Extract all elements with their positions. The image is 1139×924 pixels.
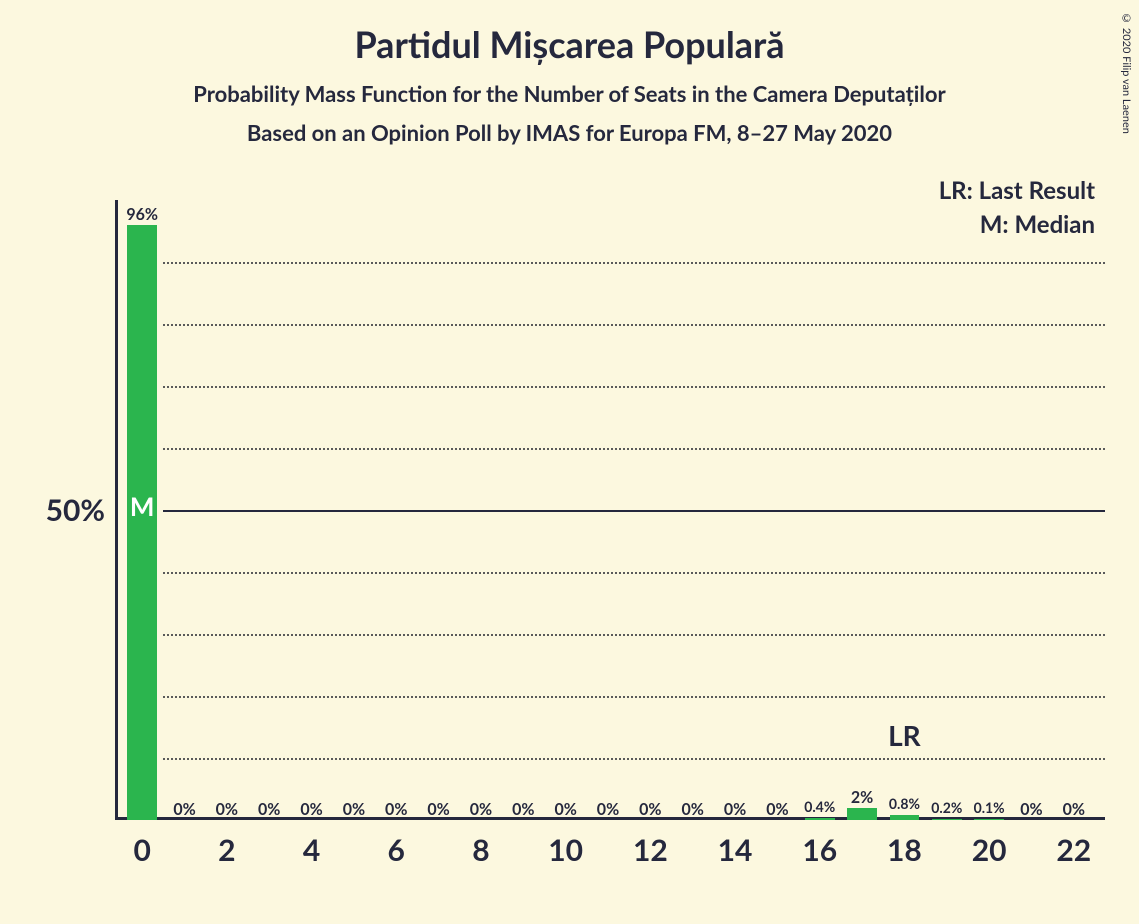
bar-value-label: 96% (126, 205, 158, 224)
chart-plot-area: 50%M96%0%0%0%0%0%0%0%0%0%0%0%0%0%0%0%0.4… (115, 200, 1105, 820)
bar-value-label: 0.1% (974, 799, 1005, 816)
bar-value-label: 0% (766, 800, 788, 819)
chart-subtitle-2: Based on an Opinion Poll by IMAS for Eur… (0, 119, 1139, 146)
x-tick-label: 14 (718, 832, 753, 868)
x-tick-label: 10 (548, 832, 583, 868)
bar (847, 808, 877, 820)
chart-title: Partidul Mișcarea Populară (0, 0, 1139, 66)
bar-value-label: 0% (512, 800, 534, 819)
gridline (163, 758, 1105, 760)
gridline (163, 386, 1105, 388)
chart-subtitle-1: Probability Mass Function for the Number… (0, 80, 1139, 107)
bar-value-label: 0% (216, 800, 238, 819)
x-tick-label: 8 (472, 832, 489, 868)
bar-value-label: 0% (1020, 800, 1042, 819)
bar: M (127, 225, 157, 820)
bar-value-label: 0% (173, 800, 195, 819)
copyright-text: © 2020 Filip van Laenen (1120, 12, 1133, 134)
x-tick-label: 6 (388, 832, 405, 868)
bar-value-label: 0% (681, 800, 703, 819)
bar-value-label: 0% (1063, 800, 1085, 819)
x-tick-label: 2 (218, 832, 235, 868)
x-tick-label: 12 (633, 832, 668, 868)
bar-value-label: 0% (385, 800, 407, 819)
x-tick-label: 16 (802, 832, 837, 868)
bar-value-label: 0% (343, 800, 365, 819)
x-tick-label: 18 (887, 832, 922, 868)
bar-inner-label: M (130, 490, 155, 522)
bar-value-label: 0% (427, 800, 449, 819)
gridline (163, 634, 1105, 636)
y-axis (115, 200, 118, 820)
bar-value-label: 0.2% (931, 799, 962, 816)
bar-value-label: 0% (724, 800, 746, 819)
bar (932, 819, 962, 820)
x-tick-label: 20 (972, 832, 1007, 868)
bar-value-label: 0% (639, 800, 661, 819)
bar-value-label: 0% (597, 800, 619, 819)
bar-value-label: 0.8% (889, 795, 920, 812)
y-axis-label: 50% (5, 492, 105, 528)
bar-value-label: 2% (851, 788, 873, 807)
gridline (163, 696, 1105, 698)
gridline (163, 572, 1105, 574)
bar-value-label: 0% (554, 800, 576, 819)
lr-marker: LR (888, 718, 921, 752)
bar (805, 818, 835, 820)
gridline (163, 510, 1105, 512)
bar-value-label: 0% (258, 800, 280, 819)
legend-m: M: Median (980, 210, 1095, 239)
bar (974, 819, 1004, 820)
gridline (163, 262, 1105, 264)
x-tick-label: 22 (1056, 832, 1091, 868)
x-tick-label: 4 (303, 832, 320, 868)
x-tick-label: 0 (133, 832, 150, 868)
gridline (163, 448, 1105, 450)
bar (890, 815, 920, 820)
legend-lr: LR: Last Result (939, 176, 1095, 205)
bar-value-label: 0% (300, 800, 322, 819)
gridline (163, 324, 1105, 326)
bar-value-label: 0% (470, 800, 492, 819)
bar-value-label: 0.4% (804, 798, 835, 815)
